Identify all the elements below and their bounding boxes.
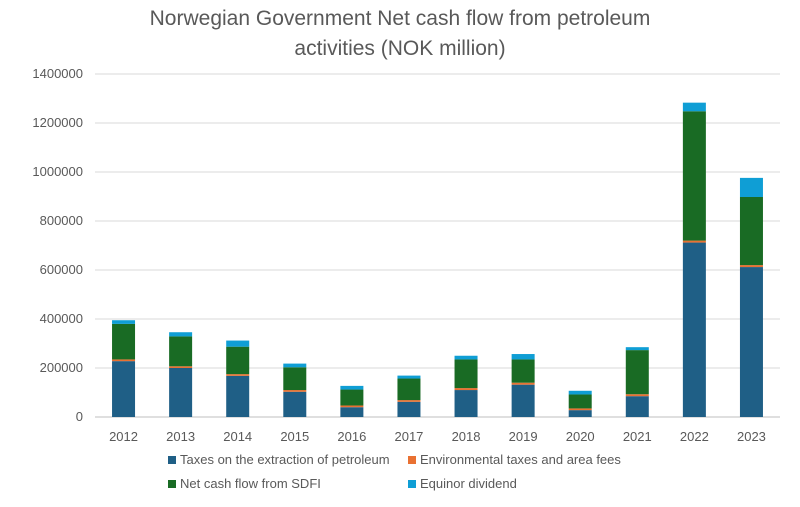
bar-segment-taxes-on-the-extraction-of-petroleum-2023 [739, 267, 763, 417]
legend-item: Equinor dividend [408, 476, 668, 491]
bar-segment-taxes-on-the-extraction-of-petroleum-2018 [454, 390, 478, 417]
bar-segment-net-cash-flow-from-sdfi-2018 [454, 359, 478, 389]
bar-segment-equinor-dividend-2022 [682, 102, 706, 112]
legend-swatch [168, 479, 176, 488]
x-tick-label: 2019 [509, 429, 538, 444]
y-tick-label: 800000 [40, 213, 83, 228]
chart-title-line-2: activities (NOK million) [294, 37, 506, 60]
chart-title-line-1: Norwegian Government Net cash flow from … [149, 7, 651, 30]
legend-label: Equinor dividend [420, 476, 517, 491]
bar-segment-environmental-taxes-and-area-fees-2017 [397, 400, 421, 402]
bar-segment-net-cash-flow-from-sdfi-2023 [739, 196, 763, 266]
x-tick-label: 2020 [566, 429, 595, 444]
bar-segment-environmental-taxes-and-area-fees-2023 [739, 265, 763, 268]
legend-swatch [408, 479, 416, 488]
bar-segment-environmental-taxes-and-area-fees-2013 [169, 366, 193, 368]
legend-label: Taxes on the extraction of petroleum [180, 452, 390, 467]
y-tick-label: 1000000 [32, 164, 83, 179]
y-tick-label: 200000 [40, 360, 83, 375]
bar-segment-environmental-taxes-and-area-fees-2016 [340, 405, 364, 408]
bar-segment-environmental-taxes-and-area-fees-2022 [682, 240, 706, 243]
bar-segment-net-cash-flow-from-sdfi-2022 [682, 111, 706, 241]
bar-segment-environmental-taxes-and-area-fees-2020 [568, 408, 592, 411]
bar-segment-environmental-taxes-and-area-fees-2019 [511, 382, 535, 385]
legend-item: Net cash flow from SDFI [168, 476, 408, 491]
bar-segment-net-cash-flow-from-sdfi-2012 [112, 323, 136, 360]
bar-segment-equinor-dividend-2012 [112, 320, 136, 324]
bar-segment-taxes-on-the-extraction-of-petroleum-2012 [112, 361, 136, 417]
bar-segment-equinor-dividend-2014 [226, 340, 250, 347]
x-tick-label: 2021 [623, 429, 652, 444]
x-tick-label: 2012 [109, 429, 138, 444]
legend-swatch [408, 455, 416, 464]
y-tick-label: 600000 [40, 262, 83, 277]
bar-segment-net-cash-flow-from-sdfi-2017 [397, 378, 421, 401]
bar-segment-equinor-dividend-2020 [568, 390, 592, 395]
y-tick-label: 0 [76, 409, 83, 424]
bar-segment-environmental-taxes-and-area-fees-2021 [625, 394, 649, 397]
legend-swatch [168, 455, 176, 464]
bar-segment-equinor-dividend-2019 [511, 354, 535, 360]
x-tick-label: 2014 [223, 429, 252, 444]
bar-segment-net-cash-flow-from-sdfi-2016 [340, 389, 364, 406]
bar-segment-equinor-dividend-2023 [739, 177, 763, 197]
bar-segment-net-cash-flow-from-sdfi-2020 [568, 394, 592, 409]
legend-item: Taxes on the extraction of petroleum [168, 452, 408, 467]
bar-segment-environmental-taxes-and-area-fees-2015 [283, 390, 307, 392]
bar-segment-environmental-taxes-and-area-fees-2012 [112, 359, 136, 362]
bar-segment-net-cash-flow-from-sdfi-2014 [226, 346, 250, 375]
legend-label: Environmental taxes and area fees [420, 452, 621, 467]
bar-segment-taxes-on-the-extraction-of-petroleum-2019 [511, 384, 535, 417]
bar-segment-equinor-dividend-2013 [169, 332, 193, 337]
x-tick-label: 2013 [166, 429, 195, 444]
x-tick-label: 2015 [280, 429, 309, 444]
bar-segment-taxes-on-the-extraction-of-petroleum-2022 [682, 242, 706, 417]
bar-segment-equinor-dividend-2017 [397, 375, 421, 379]
bar-segment-equinor-dividend-2015 [283, 363, 307, 368]
bar-segment-net-cash-flow-from-sdfi-2015 [283, 367, 307, 391]
x-tick-label: 2016 [337, 429, 366, 444]
bar-segment-equinor-dividend-2016 [340, 385, 364, 390]
y-tick-label: 1200000 [32, 115, 83, 130]
chart-legend: Taxes on the extraction of petroleum Envi… [168, 452, 688, 491]
chart-title: Norwegian Government Net cash flow from … [0, 4, 800, 64]
bar-segment-environmental-taxes-and-area-fees-2014 [226, 374, 250, 376]
bar-segment-taxes-on-the-extraction-of-petroleum-2014 [226, 375, 250, 417]
bar-segment-taxes-on-the-extraction-of-petroleum-2017 [397, 401, 421, 417]
bar-segment-net-cash-flow-from-sdfi-2021 [625, 350, 649, 395]
bar-segment-taxes-on-the-extraction-of-petroleum-2020 [568, 410, 592, 417]
x-tick-label: 2022 [680, 429, 709, 444]
y-tick-label: 400000 [40, 311, 83, 326]
x-tick-label: 2018 [452, 429, 481, 444]
bar-segment-net-cash-flow-from-sdfi-2013 [169, 336, 193, 367]
bar-segment-equinor-dividend-2018 [454, 355, 478, 360]
bar-segment-environmental-taxes-and-area-fees-2018 [454, 388, 478, 391]
bar-segment-taxes-on-the-extraction-of-petroleum-2013 [169, 368, 193, 417]
bar-segment-taxes-on-the-extraction-of-petroleum-2015 [283, 391, 307, 417]
bar-segment-taxes-on-the-extraction-of-petroleum-2021 [625, 396, 649, 417]
bar-segment-equinor-dividend-2021 [625, 347, 649, 351]
legend-label: Net cash flow from SDFI [180, 476, 321, 491]
x-tick-label: 2023 [737, 429, 766, 444]
bar-segment-net-cash-flow-from-sdfi-2019 [511, 359, 535, 383]
x-tick-label: 2017 [394, 429, 423, 444]
legend-item: Environmental taxes and area fees [408, 452, 668, 467]
y-tick-label: 1400000 [32, 66, 83, 81]
bar-segment-taxes-on-the-extraction-of-petroleum-2016 [340, 407, 364, 417]
